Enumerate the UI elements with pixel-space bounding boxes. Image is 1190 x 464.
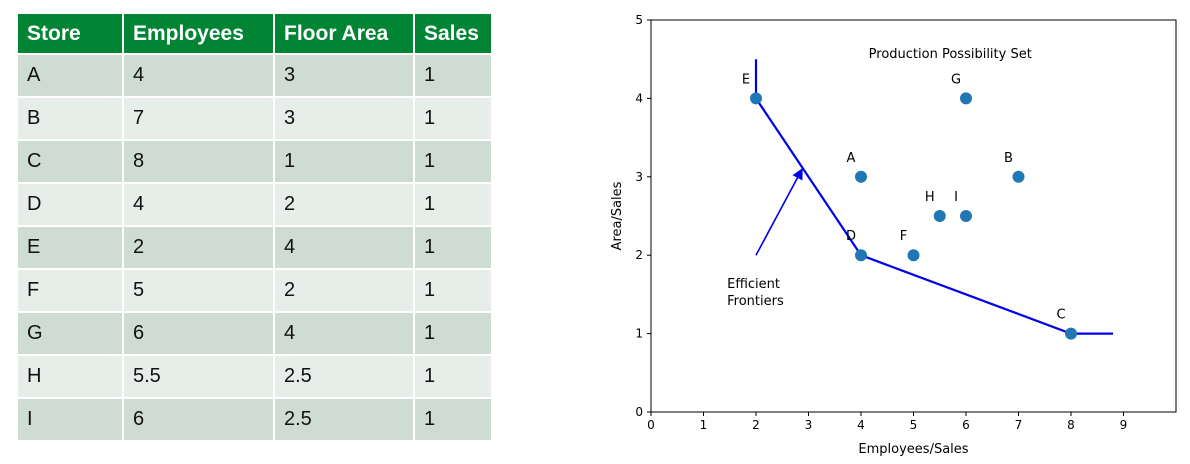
table-cell-employees: 6 (122, 397, 275, 442)
point-label-d: D (846, 229, 856, 244)
table-cell-employees: 4 (122, 53, 275, 98)
data-point-f (907, 249, 920, 262)
table-cell-floor-area: 4 (273, 311, 415, 356)
point-label-a: A (847, 151, 856, 166)
x-tick-label: 7 (1015, 418, 1023, 432)
production-possibility-chart: 0 1 2 3 4 5 6 7 8 9 0 1 2 3 4 5 Employees/Sales Area/Sale… (610, 13, 1177, 457)
data-point-a (855, 170, 867, 183)
table-cell-store: G (16, 311, 124, 356)
table-cell-floor-area: 3 (273, 53, 415, 98)
table-cell-store: I (16, 397, 124, 442)
x-tick-label: 6 (962, 418, 970, 432)
table-cell-sales: 1 (413, 397, 493, 442)
header-sales: Sales (413, 12, 493, 55)
table-cell-floor-area: 2.5 (273, 354, 415, 399)
y-axis-label: Area/Sales (610, 181, 625, 250)
table-cell-floor-area: 2.5 (273, 397, 415, 442)
x-tick-label: 8 (1067, 418, 1075, 432)
table-cell-sales: 1 (413, 53, 493, 98)
x-tick-label: 9 (1120, 418, 1128, 432)
point-label-g: G (951, 72, 961, 87)
x-tick-label: 5 (910, 418, 918, 432)
table-cell-sales: 1 (413, 96, 493, 141)
table-cell-employees: 2 (122, 225, 275, 270)
y-tick-label: 3 (635, 170, 643, 184)
table-cell-employees: 6 (122, 311, 275, 356)
plot-frame (650, 19, 1177, 413)
x-axis-label: Employees/Sales (858, 442, 968, 457)
table-cell-floor-area: 2 (273, 268, 415, 313)
header-employees: Employees (122, 12, 275, 55)
table-cell-floor-area: 3 (273, 96, 415, 141)
x-tick-label: 1 (700, 418, 708, 432)
table-cell-sales: 1 (413, 182, 493, 227)
x-tick-label: 0 (647, 418, 655, 432)
table-cell-store: E (16, 225, 124, 270)
data-point-d (855, 249, 867, 262)
table-cell-sales: 1 (413, 354, 493, 399)
y-tick-label: 2 (635, 248, 643, 262)
data-point-c (1065, 327, 1077, 340)
table-cell-employees: 5 (122, 268, 275, 313)
point-label-c: C (1056, 308, 1065, 323)
y-tick-label: 0 (635, 405, 643, 419)
point-label-h: H (925, 190, 935, 205)
annotation-text: Efficient (727, 277, 780, 292)
data-point-i (960, 210, 972, 222)
data-point-h (933, 210, 946, 222)
y-tick-label: 1 (635, 327, 643, 341)
table-cell-employees: 4 (122, 182, 275, 227)
table-cell-sales: 1 (413, 139, 493, 184)
table-cell-floor-area: 2 (273, 182, 415, 227)
table-cell-employees: 8 (122, 139, 275, 184)
point-label-f: F (900, 229, 907, 244)
table-row: I 6 2.5 1 (16, 397, 493, 442)
y-tick-label: 4 (635, 91, 643, 105)
point-label-i: I (954, 190, 958, 205)
header-floor-area: Floor Area (273, 12, 415, 55)
table-cell-store: D (16, 182, 124, 227)
data-point-g (960, 92, 972, 105)
data-point-b (1012, 170, 1025, 183)
table-cell-store: F (16, 268, 124, 313)
chart-title: Production Possibility Set (869, 47, 1032, 62)
table-cell-store: H (16, 354, 124, 399)
table-cell-store: C (16, 139, 124, 184)
annotation-text: Frontiers (727, 294, 784, 309)
table-cell-store: B (16, 96, 124, 141)
table-header-row: Store Employees Floor Area Sales (16, 12, 493, 55)
x-tick-label: 2 (752, 418, 760, 432)
annotation-arrow (755, 167, 803, 256)
table-cell-floor-area: 4 (273, 225, 415, 270)
x-tick-label: 4 (857, 418, 865, 432)
table-cell-employees: 5.5 (122, 354, 275, 399)
table-cell-sales: 1 (413, 268, 493, 313)
y-tick-label: 5 (635, 13, 643, 27)
table-cell-store: A (16, 53, 124, 98)
header-store: Store (16, 12, 124, 55)
table-row: H 5.5 2.5 1 (16, 354, 493, 399)
table-cell-floor-area: 1 (273, 139, 415, 184)
table-cell-employees: 7 (122, 96, 275, 141)
table-cell-sales: 1 (413, 311, 493, 356)
table-cell-sales: 1 (413, 225, 493, 270)
point-label-e: E (742, 72, 750, 87)
data-point-e (750, 92, 762, 105)
point-label-b: B (1004, 151, 1013, 166)
x-tick-label: 3 (805, 418, 813, 432)
